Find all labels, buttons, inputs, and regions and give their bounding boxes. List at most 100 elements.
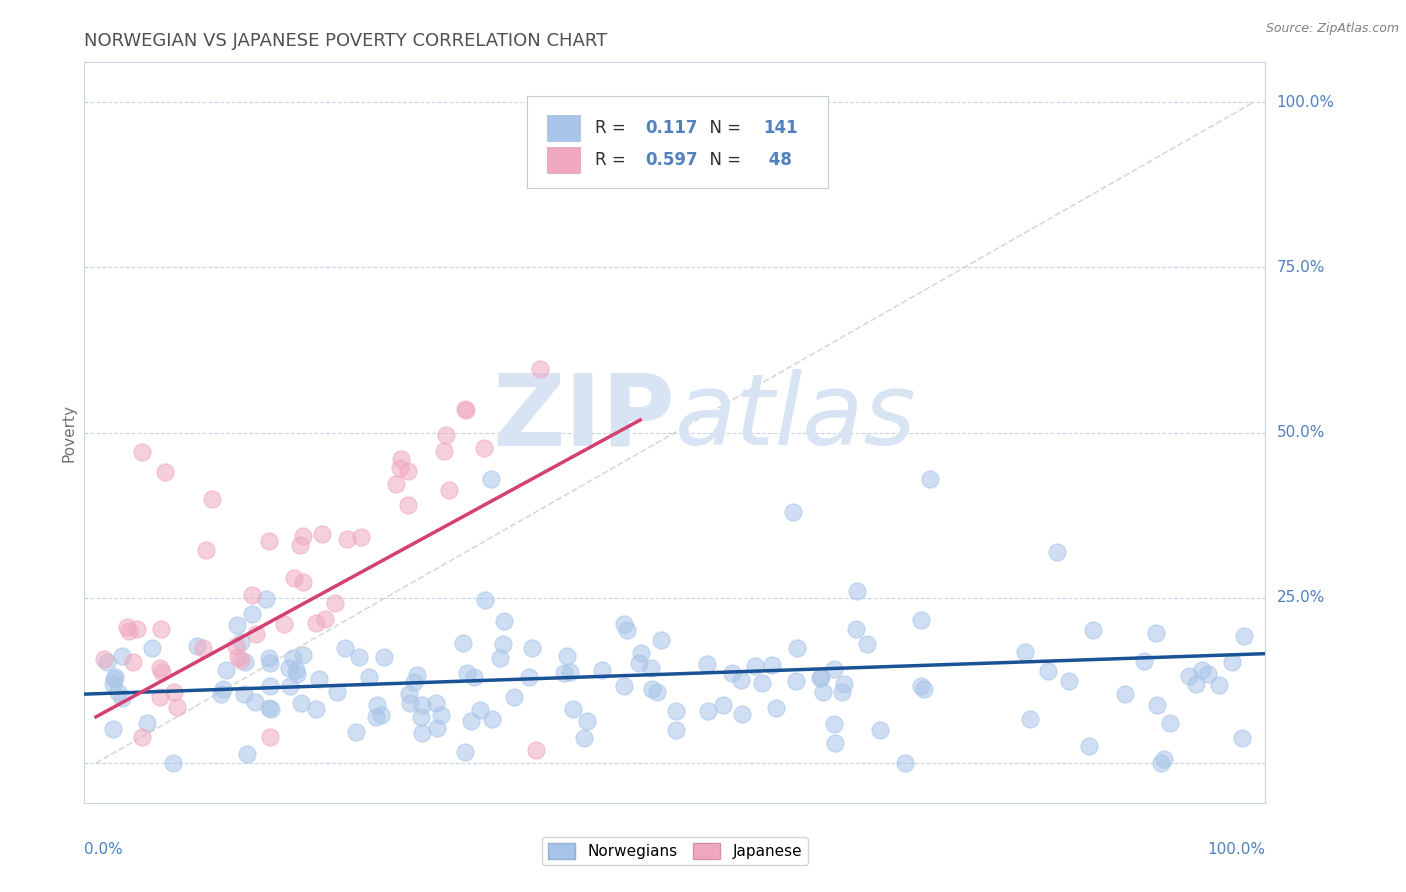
Point: [823, 717, 845, 731]
Point: [101, 722, 124, 736]
Point: [344, 725, 367, 739]
Point: [785, 674, 807, 689]
Point: [474, 592, 496, 607]
Point: [93, 652, 115, 666]
Point: [278, 661, 301, 675]
Point: [163, 685, 186, 699]
Point: [308, 673, 330, 687]
FancyBboxPatch shape: [547, 147, 581, 173]
Point: [96, 655, 118, 669]
Point: [162, 756, 184, 771]
Text: R =: R =: [595, 151, 630, 169]
Text: 0.597: 0.597: [645, 151, 697, 169]
Point: [613, 679, 636, 693]
Point: [285, 664, 308, 678]
Point: [1081, 623, 1104, 637]
Point: [1144, 625, 1167, 640]
Point: [575, 714, 598, 728]
Point: [765, 701, 787, 715]
Point: [641, 681, 664, 696]
Point: [278, 679, 301, 693]
Point: [744, 659, 766, 673]
Point: [396, 498, 419, 512]
Point: [292, 648, 315, 662]
Point: [135, 715, 157, 730]
Point: [226, 649, 249, 664]
Y-axis label: Poverty: Poverty: [60, 403, 76, 462]
FancyBboxPatch shape: [527, 95, 828, 188]
Point: [1159, 716, 1181, 731]
Point: [808, 671, 831, 685]
Point: [474, 441, 496, 455]
Point: [1057, 673, 1080, 688]
Point: [149, 690, 172, 705]
Point: [454, 401, 477, 416]
Point: [245, 695, 267, 709]
Point: [434, 428, 457, 442]
Point: [893, 756, 915, 771]
Point: [1197, 667, 1219, 681]
Point: [433, 444, 456, 458]
Point: [429, 708, 451, 723]
Point: [782, 505, 804, 519]
Point: [229, 634, 252, 648]
Point: [186, 639, 208, 653]
Point: [1233, 629, 1256, 643]
Point: [333, 641, 356, 656]
Point: [311, 527, 333, 541]
Point: [409, 710, 432, 724]
Point: [454, 746, 477, 760]
Point: [290, 697, 312, 711]
FancyBboxPatch shape: [547, 115, 581, 141]
Point: [111, 649, 134, 664]
Point: [1220, 655, 1243, 669]
Point: [912, 681, 935, 696]
Point: [560, 665, 582, 679]
Point: [555, 648, 578, 663]
Point: [645, 685, 668, 699]
Point: [517, 669, 540, 683]
Point: [233, 656, 256, 670]
Point: [481, 712, 503, 726]
Point: [404, 675, 426, 690]
Point: [288, 538, 311, 552]
Point: [231, 653, 253, 667]
Point: [761, 657, 783, 672]
Point: [616, 623, 638, 637]
Point: [103, 672, 125, 686]
Text: 141: 141: [763, 119, 799, 136]
Point: [283, 571, 305, 585]
Point: [118, 624, 141, 638]
Point: [259, 534, 281, 549]
Point: [370, 708, 392, 723]
Point: [910, 614, 932, 628]
Point: [201, 491, 224, 506]
Point: [281, 650, 304, 665]
Point: [406, 668, 429, 682]
Point: [150, 622, 173, 636]
Point: [730, 706, 752, 721]
Point: [359, 670, 381, 684]
Point: [233, 687, 256, 701]
Text: 48: 48: [763, 151, 793, 169]
Point: [191, 640, 214, 655]
Point: [225, 640, 247, 654]
Point: [591, 663, 613, 677]
Point: [520, 641, 543, 656]
Point: [125, 623, 148, 637]
Point: [236, 747, 259, 761]
Point: [257, 701, 280, 715]
Point: [131, 730, 153, 744]
Point: [1191, 663, 1213, 677]
Point: [292, 574, 315, 589]
Point: [1185, 677, 1208, 691]
Point: [856, 637, 879, 651]
Point: [215, 663, 238, 677]
Point: [389, 451, 412, 466]
Point: [1114, 687, 1136, 701]
Point: [696, 657, 718, 672]
Point: [426, 721, 449, 735]
Point: [411, 726, 433, 740]
Point: [131, 445, 153, 459]
Text: N =: N =: [699, 151, 745, 169]
